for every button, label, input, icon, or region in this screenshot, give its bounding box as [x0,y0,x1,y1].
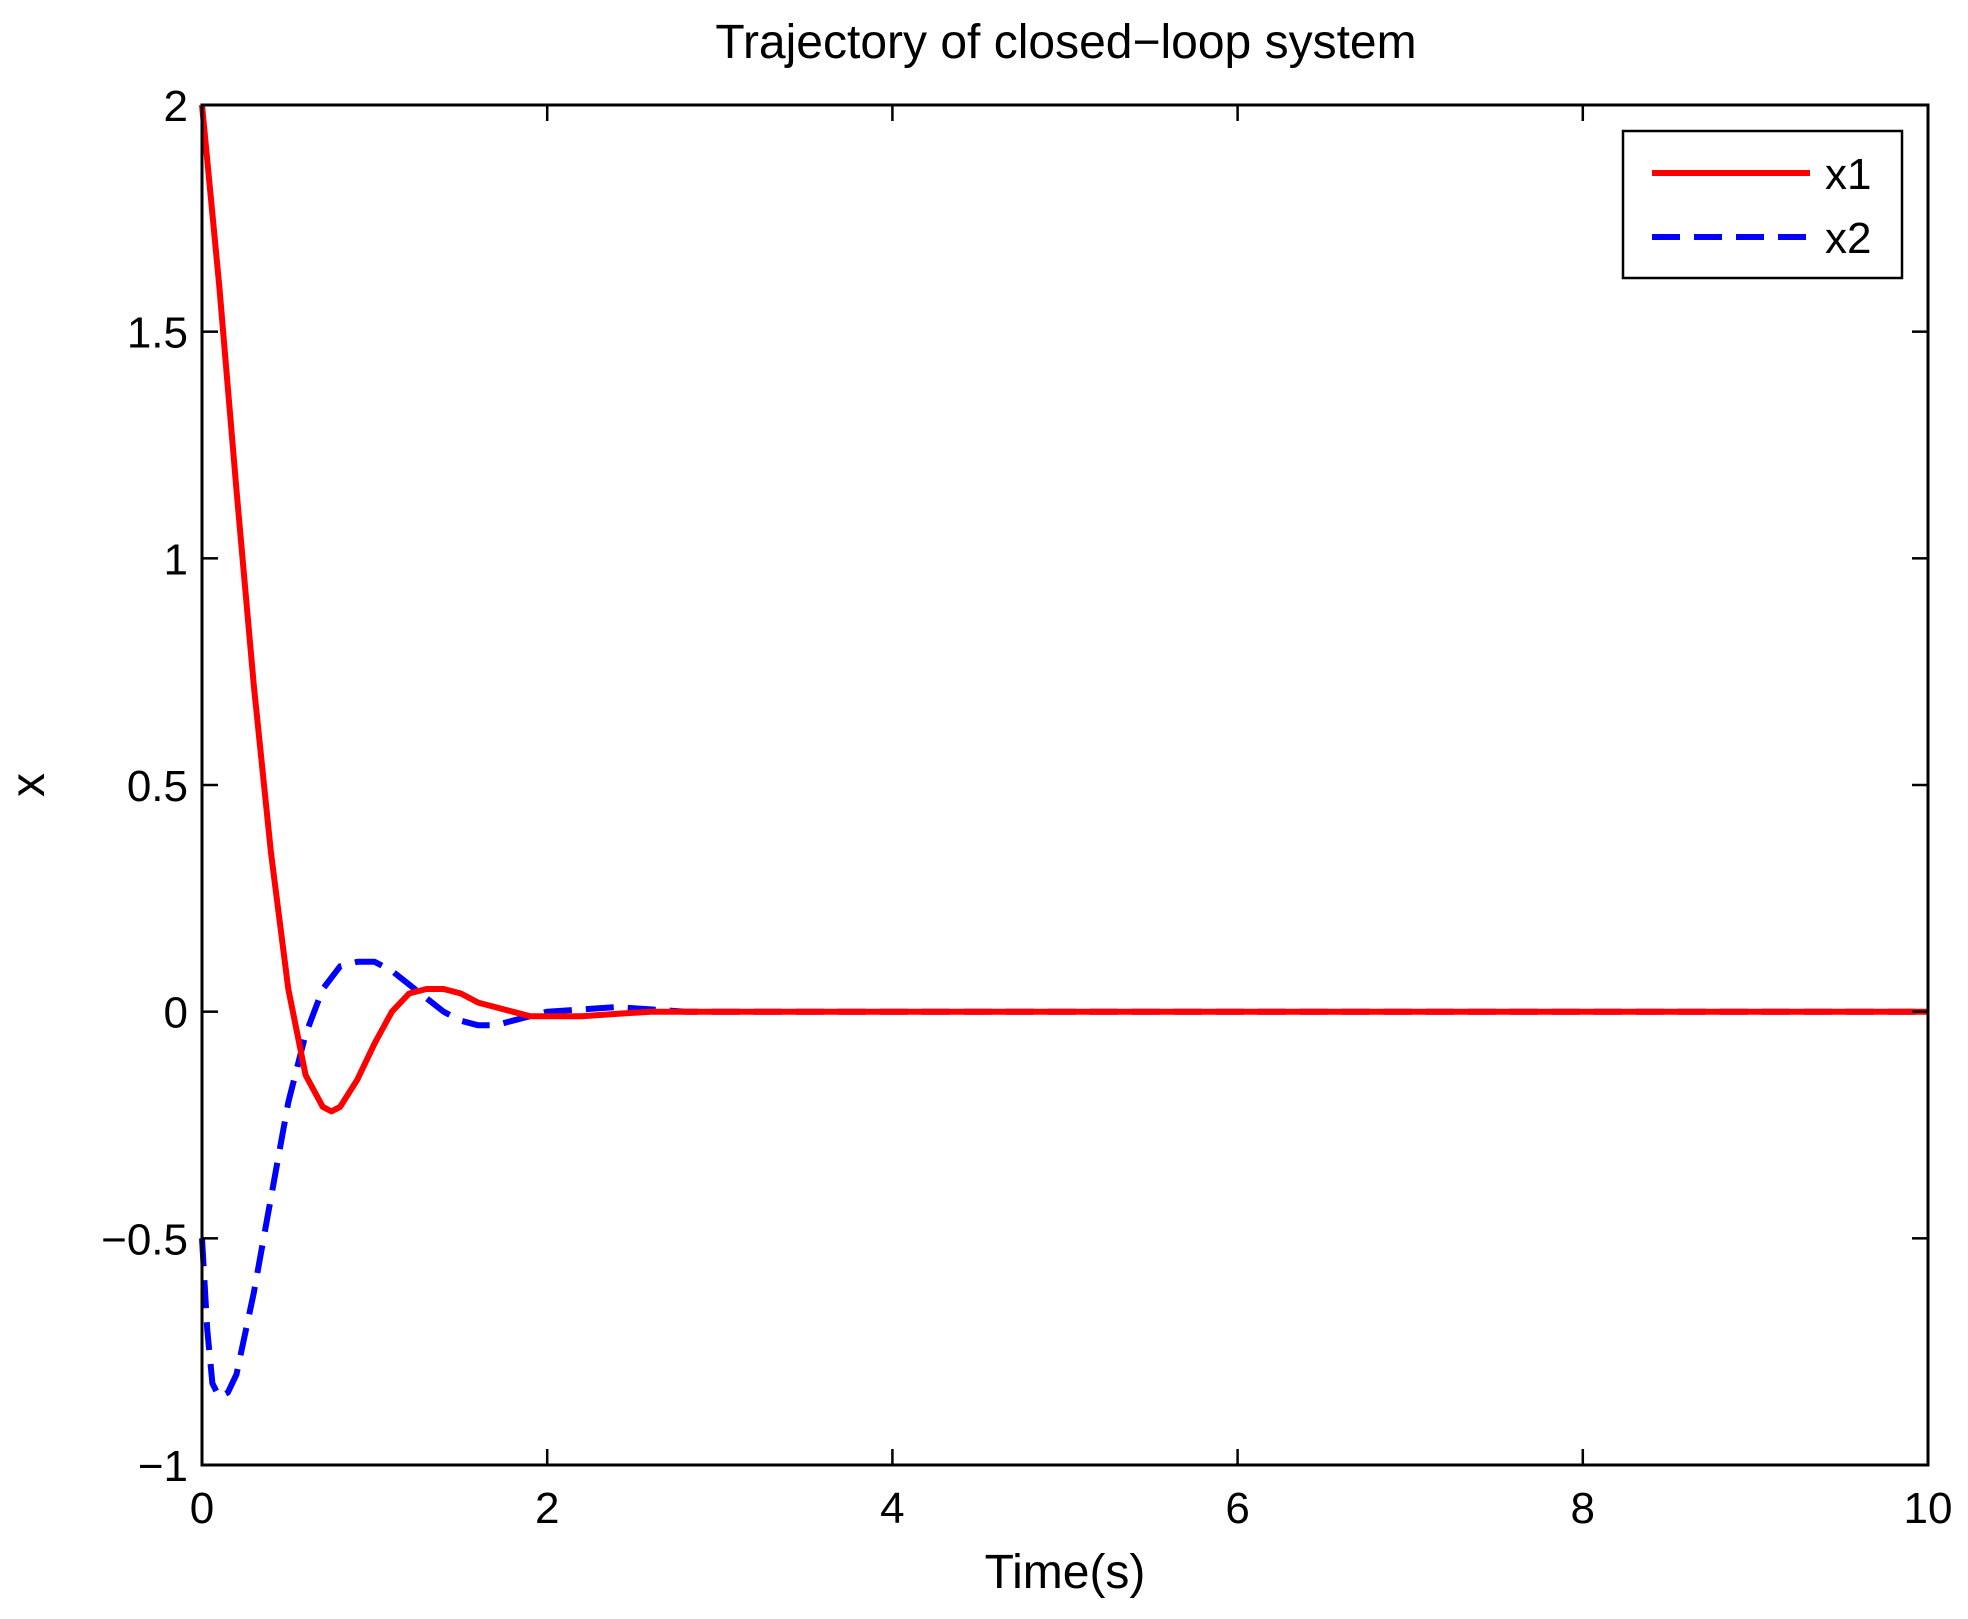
x-tick-label: 6 [1225,1484,1249,1533]
legend-x2-label: x2 [1825,214,1871,263]
x-tick-label: 4 [880,1484,904,1533]
y-tick-label: −0.5 [101,1215,188,1264]
x-tick-label: 0 [190,1484,214,1533]
y-tick-label: 0.5 [127,762,188,811]
series-x1-line [199,104,1928,1115]
y-axis-label: x [2,773,55,797]
y-tick-label: 1.5 [127,309,188,358]
y-tick-label: 1 [164,535,188,584]
y-tick-label: 2 [164,82,188,131]
legend-box [1621,129,1904,280]
y-tick-label: 0 [164,989,188,1038]
legend-x1-label: x1 [1825,150,1871,199]
chart-title: Trajectory of closed−loop system [715,16,1416,69]
x-tick-label: 8 [1571,1484,1595,1533]
y-tick-label: −1 [138,1442,188,1491]
plot-frame [200,103,1930,1467]
series-layer [199,104,1928,1400]
x-tick-label: 10 [1904,1484,1953,1533]
tick-layer: 0 2 4 6 8 10 −1 −0.5 0 0.5 1 1.5 2 [101,82,1952,1533]
x-tick-label: 2 [535,1484,559,1533]
legend: x1 x2 [1621,129,1904,280]
plot-area [202,105,1928,1465]
x-axis-label: Time(s) [985,1546,1146,1599]
